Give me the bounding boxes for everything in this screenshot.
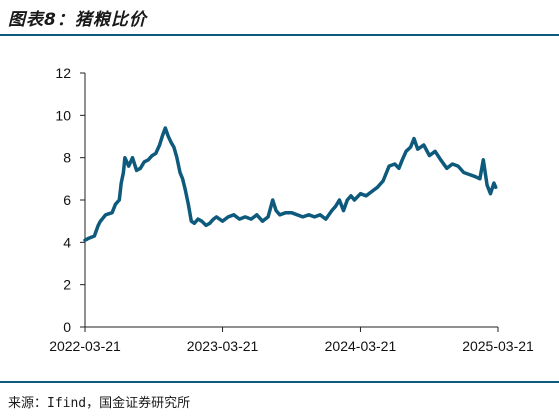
footer-rule [0,381,559,383]
x-tick-label: 2024-03-21 [325,338,397,354]
chart-title: 图表8：猪粮比价 [8,10,147,30]
y-tick-label: 4 [63,234,71,250]
y-tick-label: 12 [55,65,71,81]
x-tick-label: 2023-03-21 [187,338,259,354]
y-tick-label: 0 [63,319,71,335]
x-tick-label: 2022-03-21 [49,338,121,354]
series-line-0 [83,126,498,242]
y-tick-label: 10 [55,107,71,123]
header-rule [0,34,559,36]
y-tick-label: 6 [63,192,71,208]
y-tick-label: 2 [63,277,71,293]
chart-axes: 0 2 4 6 8 10 12 2022-03-21 2023-03-21 2024-03-21 2… [49,65,534,354]
source-note: 来源：Ifind，国金证券研究所 [8,396,191,411]
y-tick-label: 8 [63,150,71,166]
chart-series [83,126,498,242]
x-tick-label: 2025-03-21 [462,338,534,354]
